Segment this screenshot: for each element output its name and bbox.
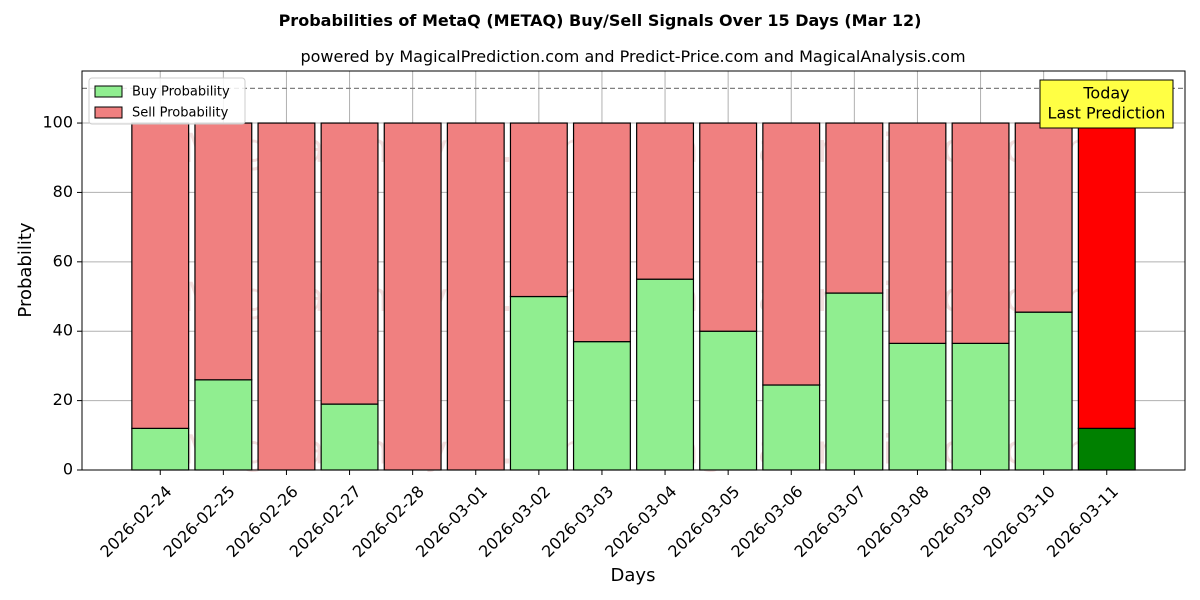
buy-bar xyxy=(951,342,1010,471)
sell-bar xyxy=(825,122,884,294)
sell-bar xyxy=(446,122,505,471)
buy-bar xyxy=(636,278,695,471)
chart-title: Probabilities of MetaQ (METAQ) Buy/Sell … xyxy=(279,11,922,30)
y-tick-label: 60 xyxy=(53,251,73,270)
sell-bar xyxy=(194,122,253,381)
legend-swatch xyxy=(94,106,123,119)
sell-bar xyxy=(1077,122,1136,429)
buy-bar xyxy=(1014,311,1073,471)
sell-bar xyxy=(257,122,316,471)
y-tick-label: 0 xyxy=(63,460,73,479)
plot-frame xyxy=(81,70,1186,471)
annotation-text: Today xyxy=(1082,84,1129,103)
annotation-text: Last Prediction xyxy=(1048,104,1166,123)
sell-bar xyxy=(636,122,695,280)
sell-bar xyxy=(888,122,947,344)
sell-bar xyxy=(1014,122,1073,313)
buy-bar xyxy=(1077,427,1136,471)
bars xyxy=(131,122,1136,471)
y-tick-label: 100 xyxy=(42,113,73,132)
sell-bar xyxy=(131,122,190,429)
y-axis-label: Probability xyxy=(15,222,36,317)
sell-bar xyxy=(699,122,758,332)
annotation-box xyxy=(1039,79,1174,129)
buy-bar xyxy=(572,341,631,471)
legend-box xyxy=(88,77,246,125)
sell-bar xyxy=(383,122,442,471)
buy-bar xyxy=(131,427,190,471)
y-tick-label: 20 xyxy=(53,390,73,409)
buy-bar xyxy=(888,342,947,471)
legend: Buy Probability Sell Probability xyxy=(88,77,246,125)
chart-subtitle: powered by MagicalPrediction.com and Pre… xyxy=(300,47,965,66)
buy-bar xyxy=(762,384,821,471)
legend-label: Sell Probability xyxy=(132,106,229,121)
legend-swatch xyxy=(94,85,123,98)
sell-bar xyxy=(320,122,379,405)
legend-label: Buy Probability xyxy=(132,85,230,100)
buy-bar xyxy=(825,292,884,471)
buy-bar xyxy=(509,295,568,471)
buy-bar xyxy=(699,330,758,471)
buy-bar xyxy=(320,403,379,471)
sell-bar xyxy=(572,122,631,343)
sell-bar xyxy=(509,122,568,298)
sell-bar xyxy=(762,122,821,386)
y-tick-label: 40 xyxy=(53,321,73,340)
x-axis-label: Days xyxy=(611,565,656,586)
buy-bar xyxy=(194,379,253,471)
sell-bar xyxy=(951,122,1010,344)
y-tick-label: 80 xyxy=(53,182,73,201)
